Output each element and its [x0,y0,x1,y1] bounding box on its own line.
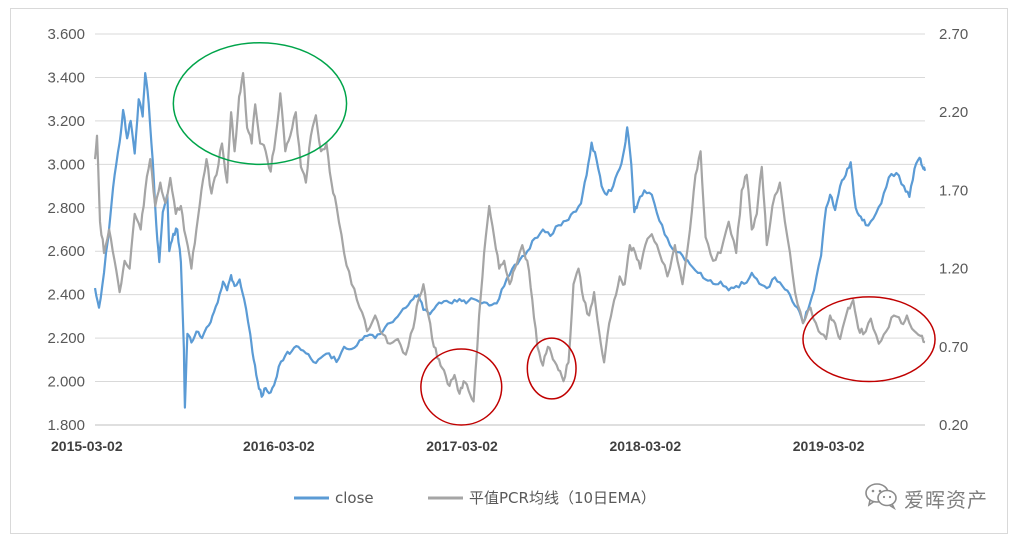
left-axis-tick-label: 2.600 [47,243,85,260]
annotation-layer [172,41,936,426]
x-axis-tick-label: 2015-03-02 [51,438,123,454]
left-axis-tick-label: 2.000 [47,374,85,391]
legend-label-close: close [335,489,374,507]
watermark-text: 爱晖资产 [904,488,988,512]
annotation-ellipse [802,296,936,383]
legend-label-pcr: 平值PCR均线（10日EMA） [469,489,656,507]
left-axis-tick-label: 1.800 [47,417,85,434]
left-axis-tick-label: 3.200 [47,113,85,130]
x-axis-tick-label: 2016-03-02 [243,438,315,454]
annotation-ellipse [172,41,348,166]
annotation-ellipse [526,337,577,400]
gridlines [95,33,925,383]
right-axis-tick-label: 1.70 [939,182,968,199]
left-axis-tick-label: 3.000 [47,156,85,173]
x-axis-tick-label: 2018-03-02 [610,438,682,454]
left-axis-tick-label: 3.400 [47,69,85,86]
left-axis-tick-label: 2.200 [47,330,85,347]
series-line-close [93,72,927,409]
right-axis-tick-label: 0.70 [939,339,968,356]
x-axis-ticks: 2015-03-02 2016-03-02 2017-03-02 2018-03-02… [51,438,865,454]
left-axis-ticks: 1.800 2.000 2.200 2.400 2.600 2.800 3.000 3.200… [47,26,85,434]
chart-svg: 1.800 2.000 2.200 2.400 2.600 2.800 3.000 3.200… [47,26,968,507]
legend: close 平值PCR均线（10日EMA） [294,489,656,507]
watermark: 爱晖资产 [864,482,988,515]
series-layer [93,72,927,409]
left-axis-tick-label: 2.400 [47,287,85,304]
right-axis-tick-label: 2.70 [939,26,968,43]
wechat-icon [864,482,898,515]
left-axis-tick-label: 2.800 [47,200,85,217]
left-axis-tick-label: 3.600 [47,26,85,43]
right-axis-ticks: 0.20 0.70 1.20 1.70 2.20 2.70 [939,26,968,434]
series-line-pcr [93,72,926,403]
x-axis-tick-label: 2019-03-02 [793,438,865,454]
x-axis-tick-label: 2017-03-02 [426,438,498,454]
annotation-ellipse [420,348,503,426]
right-axis-tick-label: 1.20 [939,261,968,278]
right-axis-tick-label: 2.20 [939,104,968,121]
chart-frame: 1.800 2.000 2.200 2.400 2.600 2.800 3.000 3.200… [10,8,1008,534]
right-axis-tick-label: 0.20 [939,417,968,434]
